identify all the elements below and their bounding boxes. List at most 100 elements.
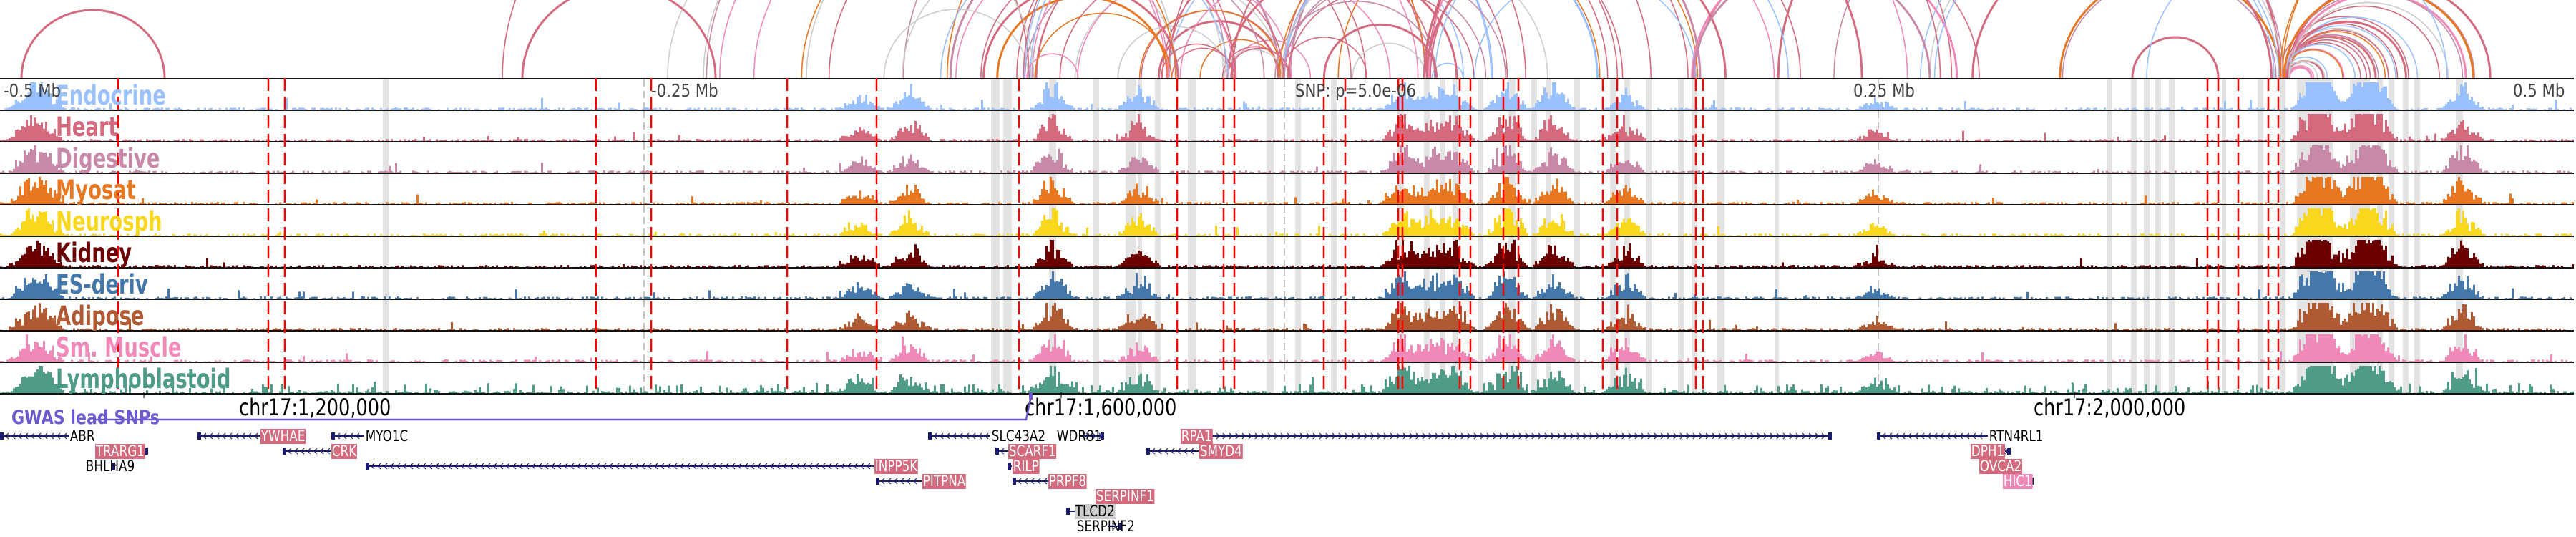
- gene-label-tlcd2[interactable]: TLCD2: [1075, 503, 1116, 520]
- gene-label-wdr81[interactable]: WDR81: [1056, 427, 1102, 445]
- gene-label-serpinf1[interactable]: SERPINF1: [1096, 488, 1155, 505]
- gene-model-rtn4rl1[interactable]: [1877, 432, 1988, 440]
- gene-model-scarf1[interactable]: [995, 448, 1008, 455]
- loop-arc: [1166, 0, 1508, 79]
- loop-arc: [883, 9, 1030, 79]
- gwas-lead-snp-marker[interactable]: [1029, 392, 1033, 400]
- loop-arc: [2282, 23, 2399, 79]
- coordinate-label-1600000: chr17:1,600,000: [1025, 394, 1177, 421]
- loop-arc: [982, 0, 1179, 79]
- loop-arc: [1430, 0, 1802, 79]
- loop-arc: [1280, 0, 1548, 79]
- loop-arc: [1474, 0, 1697, 79]
- loop-arc: [2146, 0, 2448, 79]
- gwas-track-label: GWAS lead SNPs: [11, 407, 160, 429]
- gene-model-smyd4[interactable]: [1146, 448, 1199, 455]
- signal-bars: [0, 363, 2574, 393]
- loop-arc: [1431, 62, 1464, 79]
- loop-arc: [1694, 0, 1980, 79]
- signal-tracks-panel: Endocrine Heart Digestive Myosat Neurosph Kid…: [0, 78, 2574, 395]
- gene-model-inpp5k[interactable]: [366, 463, 874, 470]
- loop-arc: [955, 0, 1235, 79]
- loop-arc: [666, 0, 1035, 79]
- loop-arc: [1223, 49, 1284, 79]
- gene-model-ywhae[interactable]: [197, 432, 260, 440]
- gene-label-scarf1[interactable]: SCARF1: [1008, 442, 1057, 460]
- gene-label-trarg1[interactable]: TRARG1: [95, 442, 145, 460]
- gene-label-rpa1[interactable]: RPA1: [1181, 427, 1213, 445]
- loop-arc: [1935, 0, 2279, 78]
- gene-label-ywhae[interactable]: YWHAE: [260, 427, 306, 445]
- loop-arc: [1278, 0, 1601, 79]
- gene-label-abr[interactable]: ABR: [69, 427, 95, 445]
- loop-arc: [1287, 0, 1475, 79]
- loop-arc: [1425, 0, 1727, 79]
- gene-label-smyd4[interactable]: SMYD4: [1199, 442, 1243, 460]
- signal-bars: [0, 332, 2574, 362]
- gene-model-serpinf2[interactable]: [1108, 523, 1121, 530]
- gene-label-inpp5k[interactable]: INPP5K: [874, 458, 919, 475]
- gene-label-rtn4rl1[interactable]: RTN4RL1: [1989, 427, 2044, 445]
- loop-arc: [1928, 0, 2283, 79]
- loop-arc: [2062, 0, 2277, 79]
- signal-track-sm-muscle: Sm. Muscle: [0, 330, 2574, 362]
- signal-track-myosat: Myosat: [0, 173, 2574, 204]
- track-label: Neurosph: [56, 206, 162, 237]
- loop-arc: [1024, 0, 1265, 79]
- signal-bars: [0, 111, 2574, 141]
- loop-arc: [1161, 44, 1234, 79]
- gene-model-abr[interactable]: [0, 432, 69, 440]
- gene-label-myo1c[interactable]: MYO1C: [365, 427, 409, 445]
- gene-label-crk[interactable]: CRK: [331, 442, 358, 460]
- axis-label-right-mid: 0.25 Mb: [1853, 80, 1915, 101]
- gene-label-ovca2[interactable]: OVCA2: [1979, 458, 2022, 475]
- loop-arc: [2288, 2, 2449, 79]
- gene-model-pitpna[interactable]: [876, 478, 922, 485]
- track-label: Heart: [56, 112, 118, 142]
- signal-track-lymphoblastoid: Lymphoblastoid: [0, 362, 2574, 393]
- loop-arc: [1226, 47, 1291, 79]
- track-bottom-border: [0, 393, 2574, 395]
- loop-arc: [1282, 0, 1689, 79]
- gene-annotation-track: ABR TRARG1 BHLHA9 YWHAE CRK MYO1C INPP5K PITPNA…: [0, 422, 2576, 537]
- track-label: Digestive: [56, 143, 160, 174]
- gene-model-prpf8[interactable]: [1013, 478, 1048, 485]
- signal-bars: [0, 174, 2574, 204]
- loop-arc: [996, 0, 1169, 79]
- loop-arc: [1778, 0, 2280, 78]
- track-label: Adipose: [56, 301, 145, 332]
- signal-bars: [0, 268, 2574, 299]
- loop-arc: [2288, 66, 2313, 79]
- axis-label-snp: SNP: p=5.0e-06: [1295, 80, 1416, 101]
- track-label: Myosat: [56, 175, 136, 205]
- loop-arc: [20, 9, 166, 79]
- gene-model-rpa1[interactable]: [1198, 432, 1832, 440]
- loop-arc: [1034, 12, 1172, 79]
- gene-label-prpf8[interactable]: PRPF8: [1048, 473, 1087, 490]
- loop-arc: [2278, 16, 2409, 79]
- gene-model-slc43a2[interactable]: [928, 432, 990, 440]
- track-label: ES-deriv: [56, 269, 148, 300]
- signal-bars: [0, 237, 2574, 267]
- gene-model-wdr81[interactable]: [1080, 432, 1104, 440]
- loop-arc: [1322, 24, 1438, 79]
- loop-arc: [1074, 0, 1282, 79]
- gene-label-serpinf2[interactable]: SERPINF2: [1076, 518, 1135, 535]
- loop-arc: [2283, 44, 2356, 79]
- gene-label-bhlha9[interactable]: BHLHA9: [85, 458, 135, 475]
- gene-label-slc43a2[interactable]: SLC43A2: [991, 427, 1046, 445]
- gene-label-pitpna[interactable]: PITPNA: [922, 473, 967, 490]
- gene-label-hic1[interactable]: HIC1: [2003, 473, 2033, 490]
- gene-model-crk[interactable]: [283, 448, 331, 455]
- loop-arc: [1117, 26, 1229, 79]
- coordinate-label-1200000: chr17:1,200,000: [239, 394, 391, 421]
- gene-model-bhlha9[interactable]: [112, 463, 115, 470]
- gene-model-rilp[interactable]: [1008, 463, 1012, 470]
- loop-arc: [2059, 0, 2282, 79]
- gene-model-tlcd2[interactable]: [1066, 508, 1075, 515]
- loop-arc: [1138, 10, 1283, 79]
- gene-model-myo1c[interactable]: [331, 432, 364, 440]
- gene-label-rilp[interactable]: RILP: [1013, 458, 1040, 475]
- gene-label-dph1[interactable]: DPH1: [1971, 442, 2005, 460]
- signal-track-digestive: Digestive: [0, 141, 2574, 173]
